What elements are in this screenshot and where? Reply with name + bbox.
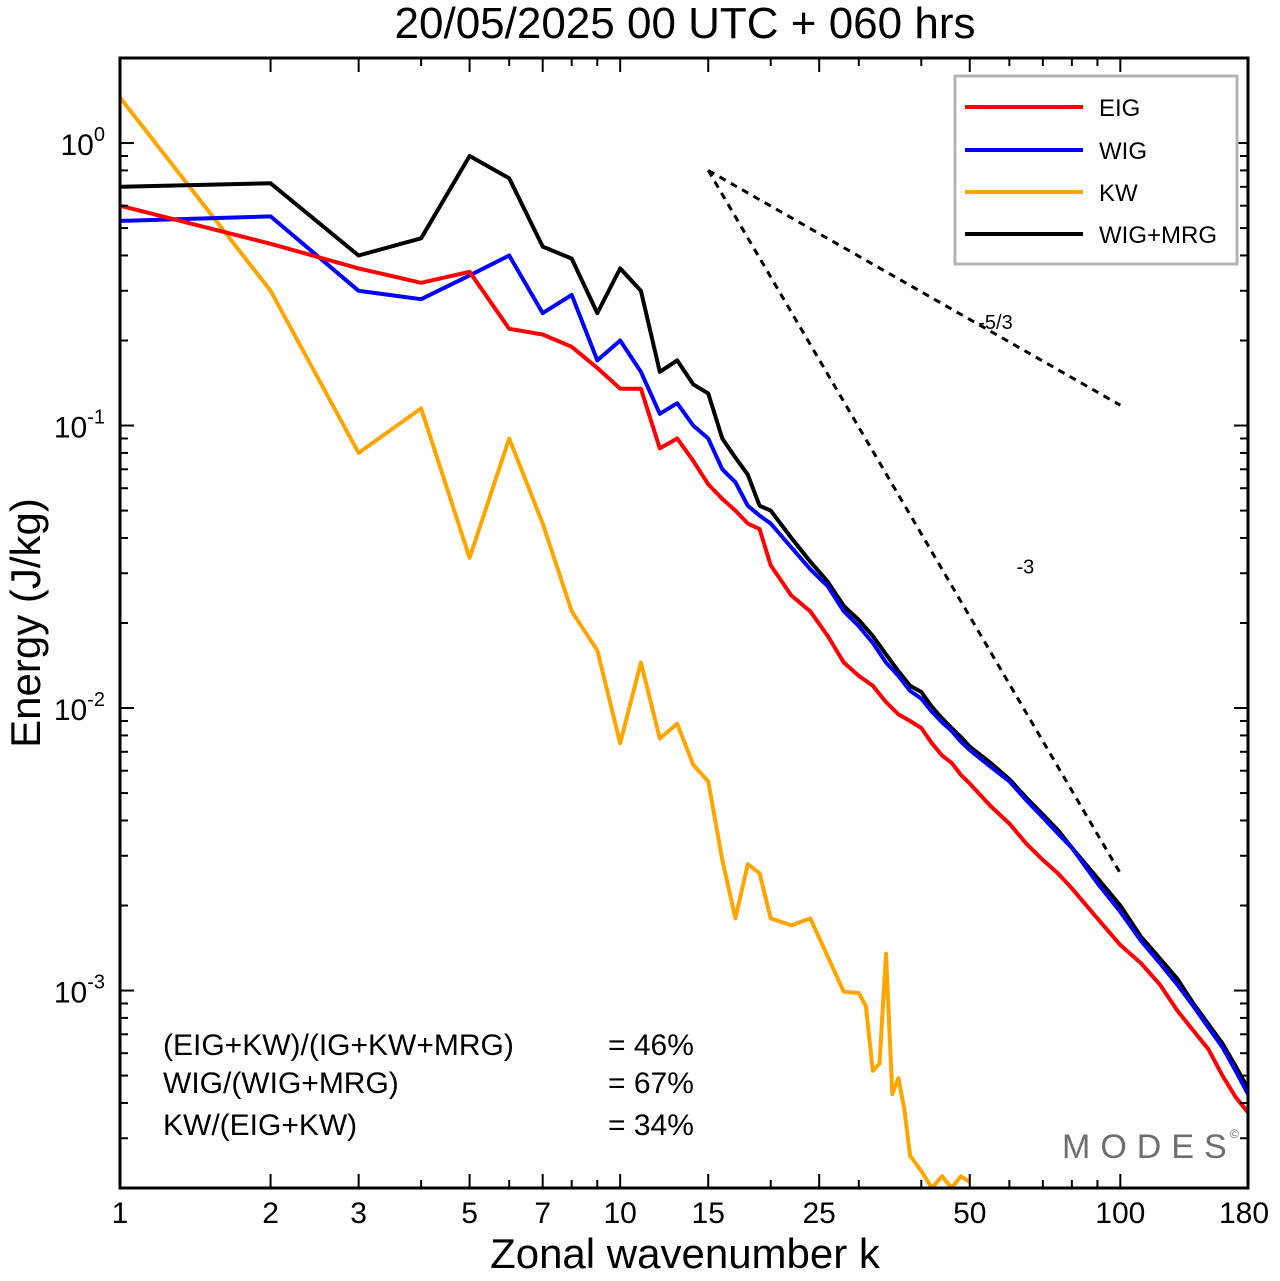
- reference-slopes: -5/3 -3: [706, 169, 1122, 875]
- ratio-value: = 67%: [608, 1067, 694, 1100]
- ratio-value: = 46%: [608, 1029, 694, 1062]
- x-tick-label: 5: [461, 1197, 478, 1230]
- slope-label: -3: [1016, 556, 1034, 578]
- slope-line: [707, 169, 1122, 407]
- x-tick-label: 3: [350, 1197, 367, 1230]
- series-layer: [120, 96, 1248, 1188]
- legend-label: WIG: [1099, 138, 1147, 165]
- watermark-logo: MODES: [1062, 1128, 1237, 1166]
- x-tick-label: 7: [534, 1197, 551, 1230]
- x-tick-label: 180: [1219, 1197, 1269, 1230]
- y-tick-label: 100: [61, 124, 106, 162]
- x-axis: 1 2 3 5 7 10 15 25 50 100 180: [112, 58, 1269, 1230]
- legend-label: KW: [1099, 180, 1138, 207]
- legend-label: EIG: [1099, 95, 1140, 122]
- ratio-value: = 34%: [608, 1109, 694, 1142]
- x-axis-label: Zonal wavenumber k: [490, 1230, 881, 1277]
- series-line-wig-mrg: [120, 154, 1248, 1090]
- y-tick-label: 10-3: [54, 972, 105, 1010]
- x-tick-label: 10: [603, 1197, 636, 1230]
- y-tick-label: 10-1: [54, 407, 105, 445]
- ratio-label: KW/(EIG+KW): [163, 1109, 357, 1142]
- x-tick-label: 15: [692, 1197, 725, 1230]
- slope-line: [706, 169, 1122, 875]
- chart-title: 20/05/2025 00 UTC + 060 hrs: [395, 0, 976, 48]
- x-tick-label: 2: [262, 1197, 279, 1230]
- series-line-kw: [120, 96, 971, 1188]
- y-tick-label: 10-2: [54, 689, 105, 727]
- series-line-wig: [120, 214, 1248, 1096]
- y-axis: 100 10-1 10-2 10-3: [54, 57, 1248, 1189]
- series-line-eig: [120, 203, 1248, 1114]
- slope-label: -5/3: [978, 312, 1012, 334]
- x-tick-label: 25: [803, 1197, 836, 1230]
- ratio-annotations: (EIG+KW)/(IG+KW+MRG) = 46% WIG/(WIG+MRG)…: [163, 1029, 694, 1142]
- x-tick-label: 50: [953, 1197, 986, 1230]
- watermark-copyright: ©: [1230, 1127, 1239, 1141]
- legend-label: WIG+MRG: [1099, 222, 1217, 249]
- x-tick-label: 1: [112, 1197, 129, 1230]
- x-tick-label: 100: [1095, 1197, 1145, 1230]
- legend: EIG WIG KW WIG+MRG: [953, 74, 1239, 266]
- ratio-label: (EIG+KW)/(IG+KW+MRG): [163, 1029, 514, 1062]
- y-axis-label: Energy (J/kg): [2, 498, 49, 748]
- ratio-label: WIG/(WIG+MRG): [163, 1067, 399, 1100]
